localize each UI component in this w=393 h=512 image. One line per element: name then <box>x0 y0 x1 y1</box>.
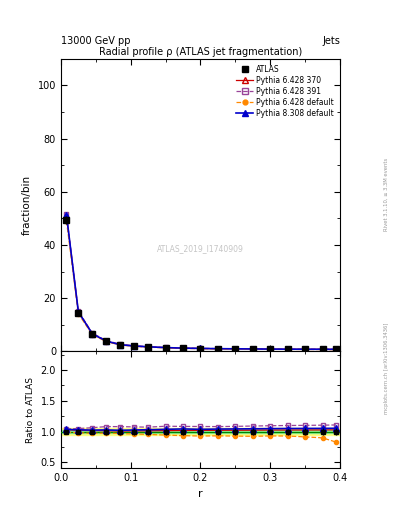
Y-axis label: fraction/bin: fraction/bin <box>22 175 32 235</box>
Text: Rivet 3.1.10, ≥ 3.3M events: Rivet 3.1.10, ≥ 3.3M events <box>384 158 389 231</box>
Title: Radial profile ρ (ATLAS jet fragmentation): Radial profile ρ (ATLAS jet fragmentatio… <box>99 47 302 57</box>
Text: 13000 GeV pp: 13000 GeV pp <box>61 36 130 46</box>
Legend: ATLAS, Pythia 6.428 370, Pythia 6.428 391, Pythia 6.428 default, Pythia 8.308 de: ATLAS, Pythia 6.428 370, Pythia 6.428 39… <box>234 62 336 120</box>
Text: ATLAS_2019_I1740909: ATLAS_2019_I1740909 <box>157 245 244 253</box>
Y-axis label: Ratio to ATLAS: Ratio to ATLAS <box>26 377 35 443</box>
X-axis label: r: r <box>198 489 203 499</box>
Text: mcplots.cern.ch [arXiv:1306.3436]: mcplots.cern.ch [arXiv:1306.3436] <box>384 323 389 414</box>
Text: Jets: Jets <box>322 36 340 46</box>
